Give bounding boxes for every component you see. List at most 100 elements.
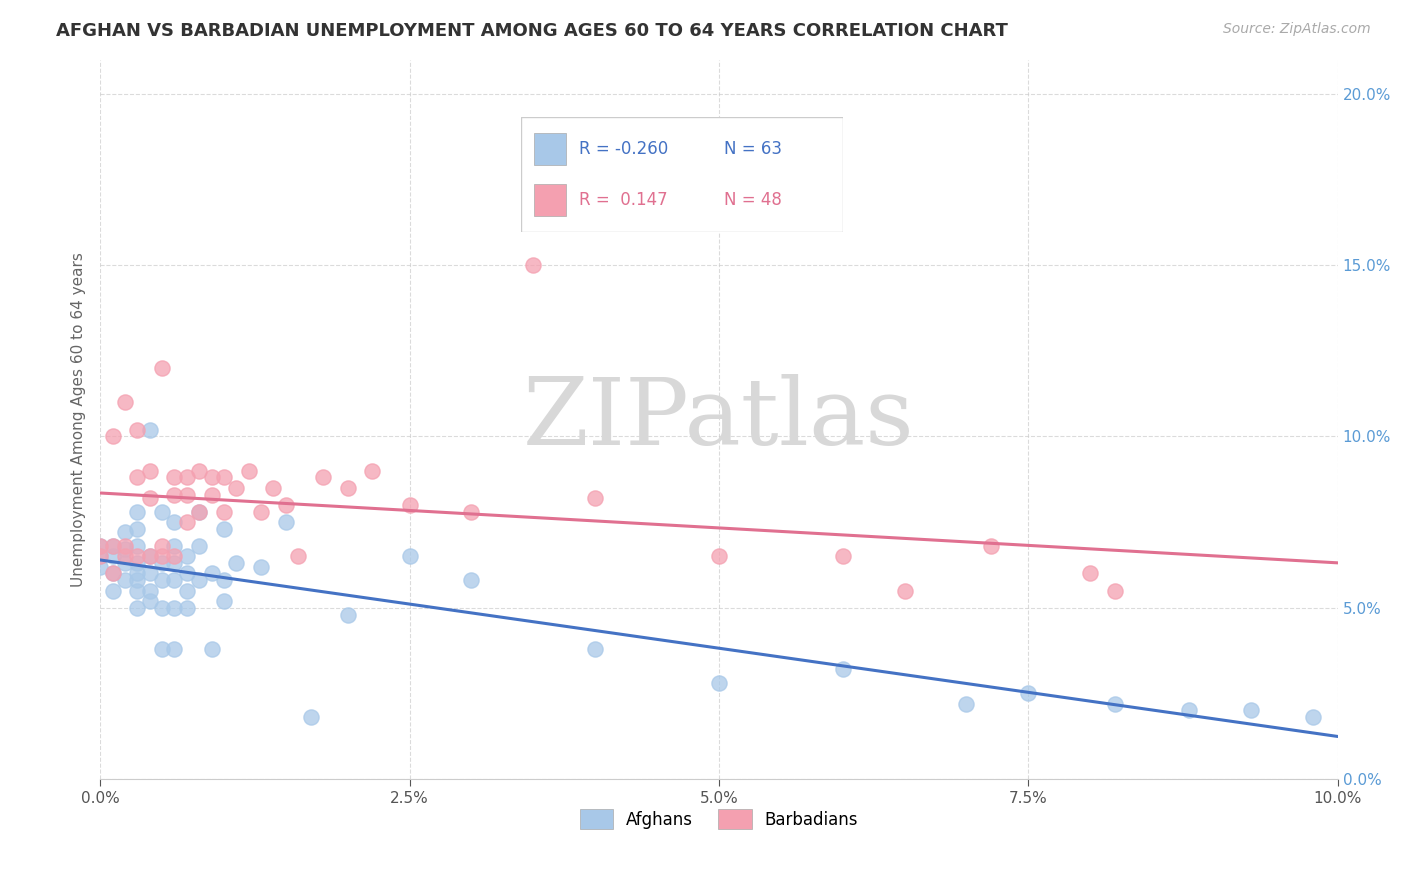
Point [398,498,420,512]
Point [127,556,149,570]
Point [176,549,198,564]
Point [583,491,606,505]
Point [163,574,186,588]
Point [150,360,173,375]
Point [127,423,149,437]
Point [101,429,124,443]
Point [150,641,173,656]
Point [1017,686,1039,700]
Point [1104,697,1126,711]
Point [250,559,273,574]
Point [127,539,149,553]
Point [831,662,853,676]
Point [262,481,284,495]
Point [138,549,160,564]
Point [163,600,186,615]
Point [200,641,222,656]
Point [176,515,198,529]
Point [150,600,173,615]
Point [163,488,186,502]
Point [274,515,297,529]
Point [707,676,730,690]
Point [1302,710,1324,724]
Point [138,583,160,598]
Point [101,566,124,581]
Point [114,574,136,588]
Point [150,505,173,519]
Point [114,556,136,570]
Point [212,470,235,484]
Point [250,505,273,519]
Point [127,574,149,588]
Point [138,566,160,581]
Point [89,539,111,553]
Point [150,574,173,588]
Point [127,566,149,581]
Point [460,574,482,588]
Point [522,258,544,272]
Point [114,539,136,553]
Point [312,470,335,484]
Point [212,574,235,588]
Point [583,641,606,656]
Point [212,594,235,608]
Point [138,464,160,478]
Point [101,549,124,564]
Point [225,556,247,570]
Point [1240,703,1263,717]
Point [176,488,198,502]
Text: Source: ZipAtlas.com: Source: ZipAtlas.com [1223,22,1371,37]
Point [101,583,124,598]
Point [127,583,149,598]
Point [176,470,198,484]
Point [287,549,309,564]
Point [212,522,235,536]
Point [127,522,149,536]
Point [163,539,186,553]
Point [101,539,124,553]
Point [980,539,1002,553]
Point [114,549,136,564]
Point [188,539,211,553]
Point [150,549,173,564]
Point [127,505,149,519]
Point [138,423,160,437]
Point [200,470,222,484]
Point [188,505,211,519]
Point [274,498,297,512]
Point [127,470,149,484]
Point [114,542,136,557]
Point [831,549,853,564]
Point [163,549,186,564]
Y-axis label: Unemployment Among Ages 60 to 64 years: Unemployment Among Ages 60 to 64 years [72,252,86,587]
Point [138,549,160,564]
Point [89,549,111,564]
Point [138,594,160,608]
Point [238,464,260,478]
Point [212,505,235,519]
Point [163,470,186,484]
Point [893,583,915,598]
Legend: Afghans, Barbadians: Afghans, Barbadians [572,803,865,835]
Point [188,574,211,588]
Point [163,515,186,529]
Point [150,556,173,570]
Point [1104,583,1126,598]
Point [336,481,359,495]
Point [1178,703,1201,717]
Point [150,539,173,553]
Point [955,697,977,711]
Point [176,566,198,581]
Point [89,539,111,553]
Point [114,395,136,409]
Point [89,549,111,564]
Point [361,464,384,478]
Point [127,600,149,615]
Point [1078,566,1101,581]
Point [176,583,198,598]
Point [163,556,186,570]
Text: ZIPatlas: ZIPatlas [523,375,915,464]
Point [200,488,222,502]
Point [225,481,247,495]
Point [114,525,136,540]
